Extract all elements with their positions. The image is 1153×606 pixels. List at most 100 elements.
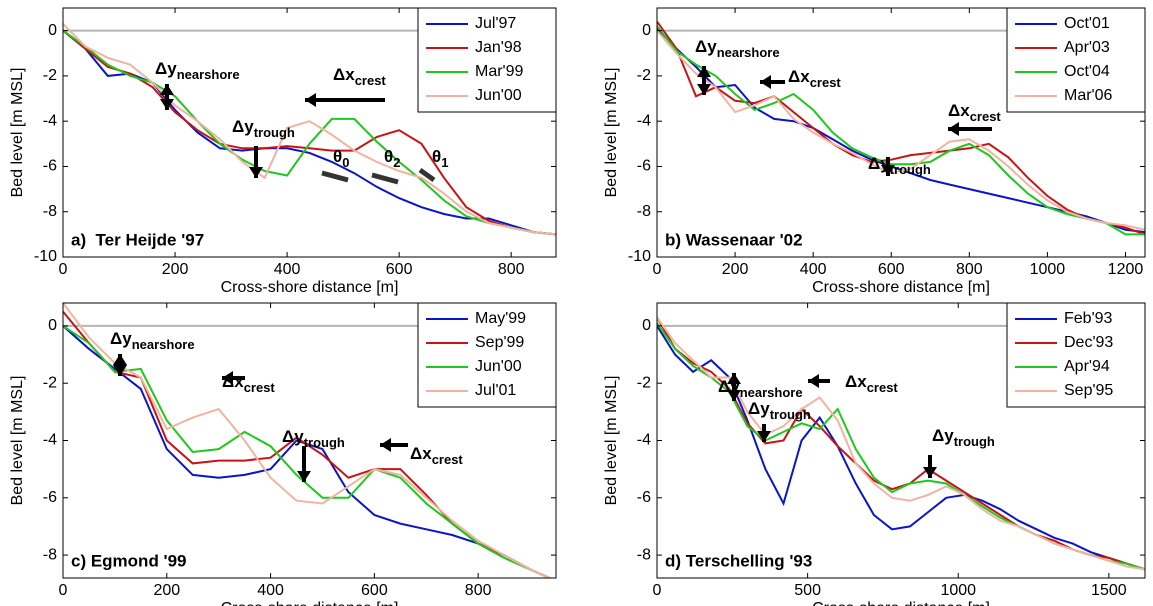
x-tick-label: 0 bbox=[653, 261, 662, 278]
annotation: Δxcrest bbox=[333, 65, 386, 88]
y-axis-label: Bed level [m MSL] bbox=[9, 376, 26, 506]
x-axis-label: Cross-shore distance [m] bbox=[221, 279, 399, 296]
series-line bbox=[63, 325, 552, 578]
annotation: Δynearshore bbox=[718, 377, 803, 400]
x-tick-label: 200 bbox=[153, 582, 180, 599]
x-tick-label: 800 bbox=[465, 582, 492, 599]
series-line bbox=[657, 316, 1145, 571]
annotation: Δynearshore bbox=[155, 59, 240, 82]
arrow-head bbox=[160, 84, 174, 95]
annotation-sub: crest bbox=[970, 109, 1002, 124]
annotation-sub: trough bbox=[890, 162, 931, 177]
annotation: Δynearshore bbox=[110, 329, 195, 352]
arrow-head bbox=[881, 165, 895, 176]
legend-label: Jun'00 bbox=[475, 87, 522, 104]
legend-label: Mar'99 bbox=[475, 63, 524, 80]
x-tick-label: 600 bbox=[878, 261, 905, 278]
annotation-sub: 2 bbox=[393, 155, 400, 170]
arrow-head bbox=[222, 371, 233, 385]
legend-label: Oct'01 bbox=[1064, 15, 1110, 32]
x-tick-label: 1500 bbox=[1091, 582, 1127, 599]
legend-label: Sep'99 bbox=[475, 334, 524, 351]
series-line bbox=[63, 303, 552, 578]
arrow-head bbox=[380, 438, 391, 452]
x-axis-label: Cross-shore distance [m] bbox=[221, 600, 399, 606]
x-tick-label: 0 bbox=[653, 582, 662, 599]
arrow-head bbox=[923, 467, 937, 478]
annotation-sub: crest bbox=[810, 75, 842, 90]
arrow-head bbox=[113, 354, 127, 365]
x-tick-label: 200 bbox=[722, 261, 749, 278]
y-tick-label: -2 bbox=[43, 374, 57, 391]
plot-frame bbox=[656, 7, 1146, 258]
y-tick-label: -8 bbox=[43, 203, 57, 220]
annotation-main: Δx bbox=[788, 67, 810, 86]
series-line bbox=[63, 29, 556, 236]
annotation: θ2 bbox=[384, 147, 400, 170]
arrow-head bbox=[697, 84, 711, 95]
angle-mark bbox=[418, 167, 436, 183]
x-tick-label: 800 bbox=[498, 261, 525, 278]
x-tick-label: 400 bbox=[274, 261, 301, 278]
x-tick-label: 1000 bbox=[1030, 261, 1066, 278]
y-axis-label: Bed level [m MSL] bbox=[603, 68, 620, 198]
annotation-main: θ bbox=[384, 147, 393, 166]
x-tick-label: 200 bbox=[162, 261, 189, 278]
series-line bbox=[657, 325, 1145, 571]
angle-mark bbox=[371, 172, 399, 185]
annotation-sub: trough bbox=[770, 407, 811, 422]
annotation-sub: crest bbox=[432, 452, 464, 467]
annotation-main: Δy bbox=[282, 427, 304, 446]
arrow-head bbox=[160, 99, 174, 110]
annotation-sub: trough bbox=[954, 434, 995, 449]
arrow-head bbox=[305, 93, 316, 107]
legend-box bbox=[1006, 302, 1146, 408]
legend-label: Jul'97 bbox=[475, 15, 516, 32]
legend-box bbox=[1006, 7, 1146, 113]
series-line bbox=[63, 325, 552, 578]
y-tick-label: -8 bbox=[637, 203, 651, 220]
x-tick-label: 600 bbox=[361, 582, 388, 599]
annotation: Δytrough bbox=[748, 399, 811, 422]
x-tick-label: 0 bbox=[59, 261, 68, 278]
annotation-sub: nearshore bbox=[740, 385, 803, 400]
y-tick-label: 0 bbox=[48, 317, 57, 334]
x-axis-label: Cross-shore distance [m] bbox=[812, 600, 990, 606]
x-tick-label: 1200 bbox=[1108, 261, 1144, 278]
annotation: Δxcrest bbox=[845, 372, 898, 395]
legend-box bbox=[417, 302, 557, 408]
legend-label: Apr'94 bbox=[1064, 358, 1110, 375]
annotation: Δxcrest bbox=[948, 101, 1001, 124]
annotation: Δytrough bbox=[868, 154, 931, 177]
y-axis-label: Bed level [m MSL] bbox=[603, 376, 620, 506]
y-tick-label: -10 bbox=[34, 248, 57, 265]
annotation-main: Δx bbox=[222, 372, 244, 391]
x-axis-label: Cross-shore distance [m] bbox=[812, 279, 990, 296]
y-tick-label: 0 bbox=[48, 22, 57, 39]
legend-label: Oct'04 bbox=[1064, 63, 1110, 80]
y-tick-label: -6 bbox=[43, 489, 57, 506]
arrow-head bbox=[948, 122, 959, 136]
panel-title: d) Terschelling '93 bbox=[665, 551, 812, 570]
annotation-main: Δy bbox=[232, 117, 254, 136]
x-tick-label: 600 bbox=[386, 261, 413, 278]
y-tick-label: -2 bbox=[43, 67, 57, 84]
x-tick-label: 500 bbox=[794, 582, 821, 599]
y-tick-label: -10 bbox=[628, 248, 651, 265]
annotation-main: Δx bbox=[845, 372, 867, 391]
annotation-main: Δy bbox=[868, 154, 890, 173]
arrow-head bbox=[760, 75, 771, 89]
panel-title: b) Wassenaar '02 bbox=[665, 230, 803, 249]
legend-label: Mar'06 bbox=[1064, 87, 1113, 104]
y-tick-label: -4 bbox=[43, 432, 57, 449]
annotation-main: Δy bbox=[155, 59, 177, 78]
legend-box bbox=[417, 7, 557, 113]
series-line bbox=[63, 29, 556, 236]
annotation-main: Δx bbox=[948, 101, 970, 120]
annotation-main: Δx bbox=[333, 65, 355, 84]
annotation: Δytrough bbox=[282, 427, 345, 450]
y-tick-label: -2 bbox=[637, 374, 651, 391]
arrow-head bbox=[727, 373, 741, 384]
annotation: θ1 bbox=[432, 147, 448, 170]
legend-label: Jul'01 bbox=[475, 382, 516, 399]
